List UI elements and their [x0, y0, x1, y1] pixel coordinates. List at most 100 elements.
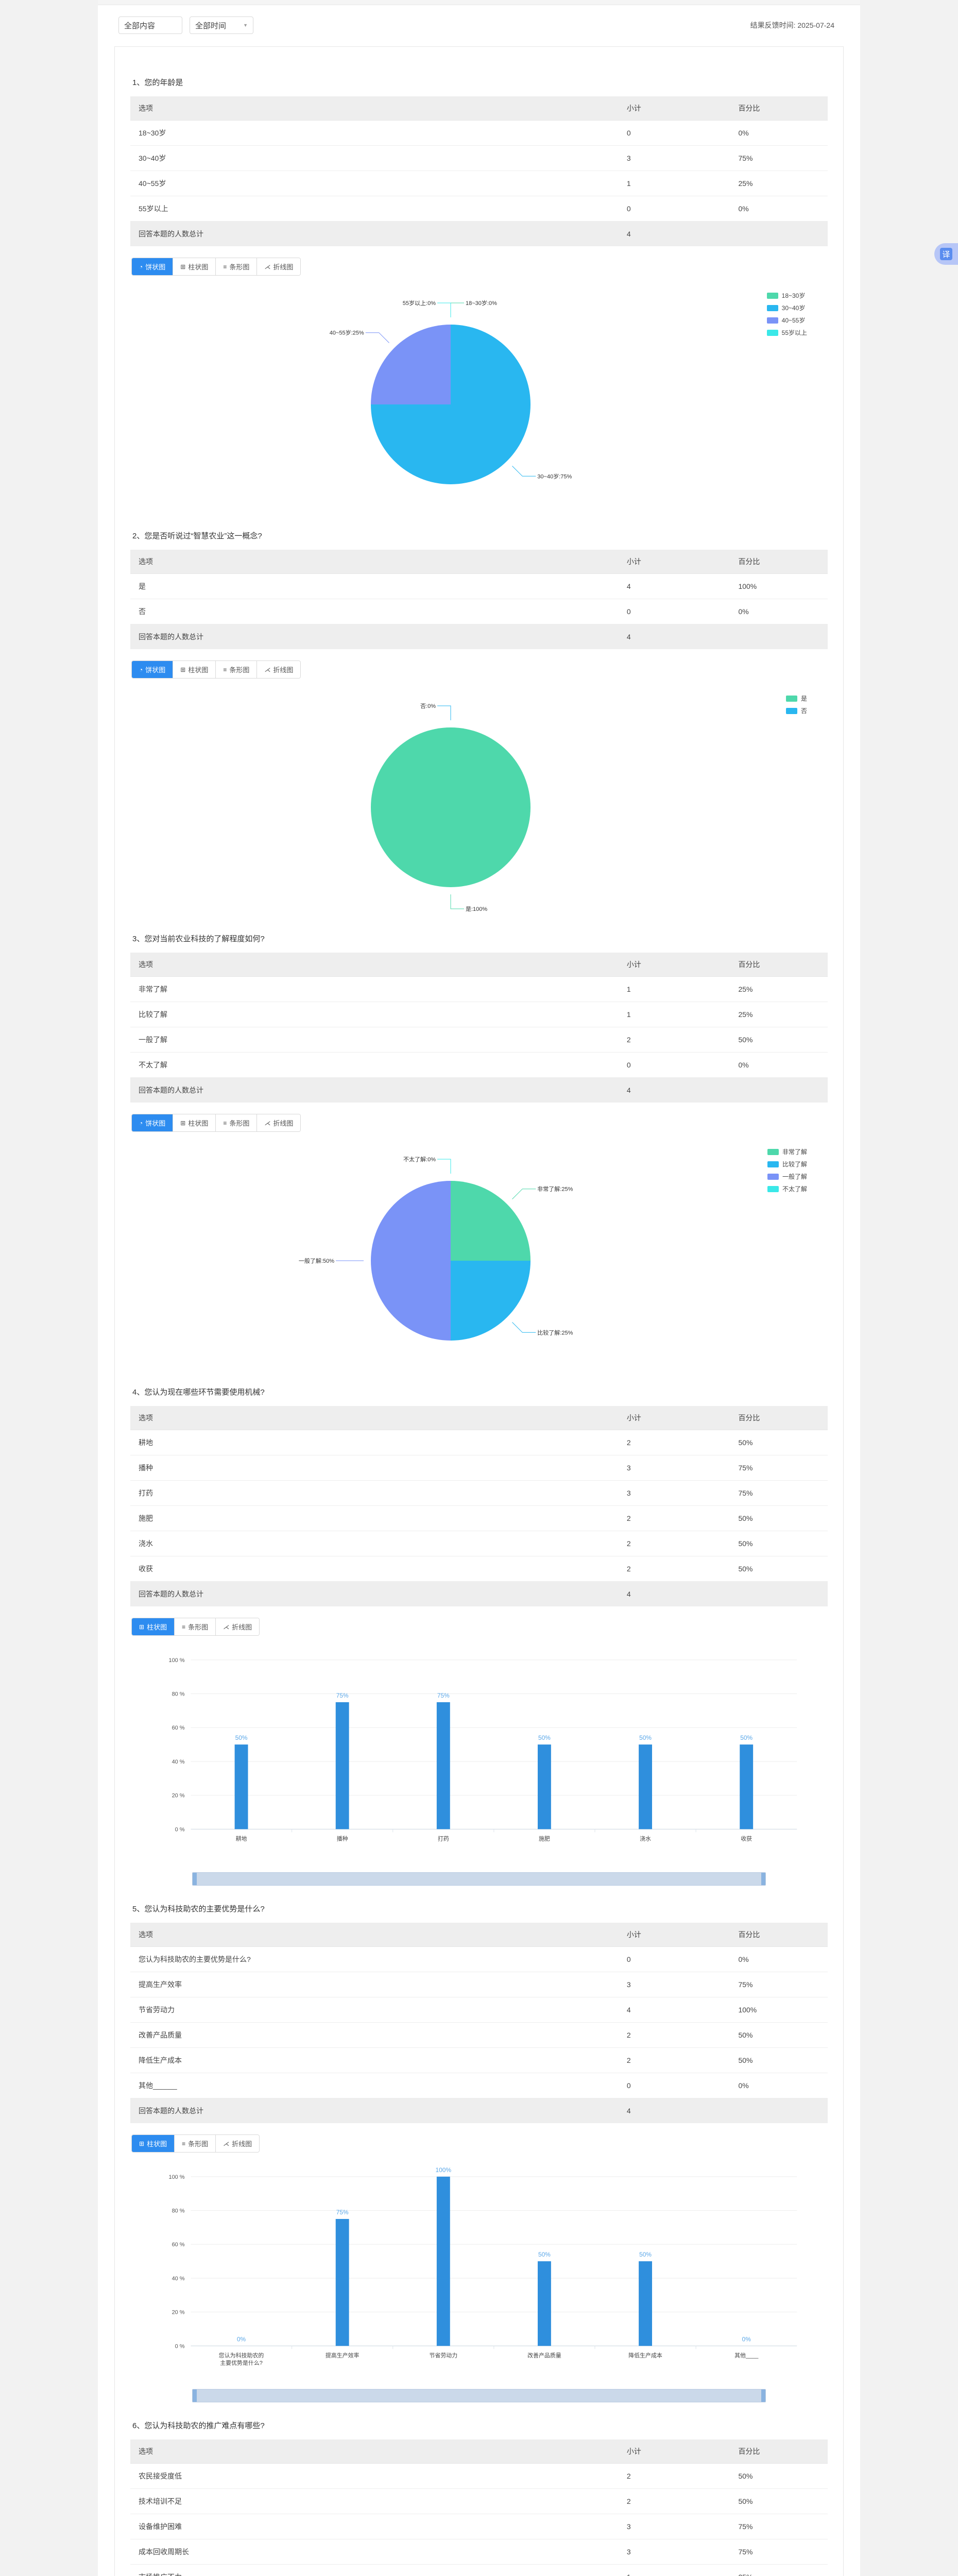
legend-item[interactable]: 30~40岁 — [766, 303, 807, 312]
bar[interactable] — [740, 1744, 754, 1829]
pie-chart-icon: ◔ — [139, 263, 143, 270]
pie-slice[interactable] — [371, 325, 451, 404]
legend-swatch — [785, 707, 797, 714]
pie-chart: 非常了解:25% 比较了解:25% 一般了解:50% 不太了解:0% 非常了解 比较了解一… — [130, 1142, 828, 1369]
top-strip — [98, 0, 860, 5]
x-axis-category-label: 收获 — [741, 1835, 752, 1842]
chart-type-tab-饼状图[interactable]: ◔ 饼状图 — [132, 661, 174, 678]
row-subtotal: 3 — [618, 2514, 730, 2539]
translate-button[interactable]: 译 — [934, 243, 958, 265]
chart-type-tab-折线图[interactable]: ⋌ 折线图 — [216, 1618, 260, 1635]
chart-type-tab-柱状图[interactable]: ⊞ 柱状图 — [173, 1114, 216, 1131]
chart-type-tab-饼状图[interactable]: ◔ 饼状图 — [132, 258, 174, 275]
chart-type-tab-条形图[interactable]: ≡ 条形图 — [216, 661, 258, 678]
column-chart-icon: ⊞ — [180, 263, 186, 270]
legend-item[interactable]: 不太了解 — [767, 1184, 807, 1193]
bar[interactable] — [335, 2218, 349, 2346]
bar-chart: 0 % 20 % 40 % 60 % 80 % 100 % 50% 耕地 75% 播种 75% 打药 5… — [130, 1646, 828, 1886]
bar[interactable] — [639, 2261, 653, 2346]
chart-type-tab-柱状图[interactable]: ⊞ 柱状图 — [132, 1618, 175, 1635]
row-option: 否 — [130, 599, 619, 624]
row-subtotal: 4 — [618, 1997, 730, 2023]
chart-type-tab-条形图[interactable]: ≡ 条形图 — [175, 2135, 216, 2152]
results-table: 选项 小计 百分比 农民接受度低 2 50% 技术培训不足 2 50% 设备维护困难 3 75% 成本回… — [130, 2439, 828, 2576]
chart-type-tab-折线图[interactable]: ⋌ 折线图 — [257, 661, 301, 678]
bar[interactable] — [436, 2176, 450, 2346]
pie-slice[interactable] — [451, 1261, 531, 1341]
chart-type-tab-条形图[interactable]: ≡ 条形图 — [216, 1114, 258, 1131]
row-subtotal: 1 — [618, 171, 730, 196]
legend-item[interactable]: 40~55岁 — [766, 316, 807, 325]
legend-item[interactable]: 55岁以上 — [766, 328, 807, 337]
column-chart-icon: ⊞ — [139, 2140, 145, 2147]
legend-item[interactable]: 比较了解 — [767, 1160, 807, 1168]
translate-icon: 译 — [940, 248, 952, 260]
legend-item[interactable]: 否 — [785, 706, 807, 715]
chart-type-tab-条形图[interactable]: ≡ 条形图 — [216, 258, 258, 275]
x-axis-category-label: 施肥 — [539, 1835, 550, 1842]
zoom-slider-handle-right[interactable] — [761, 2389, 765, 2402]
row-percent: 50% — [730, 1027, 828, 1053]
bar[interactable] — [537, 2261, 551, 2346]
table-header-subtotal: 小计 — [618, 550, 730, 574]
legend-item[interactable]: 非常了解 — [767, 1147, 807, 1156]
bar[interactable] — [234, 1744, 248, 1829]
chart-tab-label: 饼状图 — [145, 263, 166, 271]
chart-tab-label: 饼状图 — [145, 1120, 166, 1127]
chart-zoom-slider[interactable] — [192, 1872, 766, 1886]
bar[interactable] — [537, 1744, 551, 1829]
row-percent: 0% — [730, 1052, 828, 1078]
bar[interactable] — [436, 1702, 450, 1829]
row-subtotal: 0 — [618, 599, 730, 624]
y-axis-tick-label: 80 % — [172, 2208, 185, 2214]
zoom-slider-handle-left[interactable] — [193, 1873, 197, 1885]
pie-slice[interactable] — [371, 1181, 451, 1341]
zoom-slider-handle-left[interactable] — [193, 2389, 197, 2402]
bar-chart-icon: ≡ — [182, 2140, 186, 2147]
chart-type-tab-饼状图[interactable]: ◔ 饼状图 — [132, 1114, 174, 1131]
chart-zoom-slider[interactable] — [192, 2389, 766, 2402]
chart-type-tab-柱状图[interactable]: ⊞ 柱状图 — [173, 258, 216, 275]
chart-type-tab-柱状图[interactable]: ⊞ 柱状图 — [132, 2135, 175, 2152]
pie-slice[interactable] — [371, 727, 531, 887]
column-chart-icon: ⊞ — [180, 1119, 186, 1127]
bar-value-label: 75% — [336, 1692, 349, 1699]
total-label: 回答本题的人数总计 — [130, 2098, 619, 2123]
zoom-slider-fill — [193, 2389, 765, 2402]
row-percent: 25% — [730, 171, 828, 196]
bar[interactable] — [639, 1744, 653, 1829]
legend-swatch — [766, 317, 778, 324]
chart-area: 是:100% 否:0% 是否 — [130, 689, 828, 916]
pie-slice[interactable] — [451, 1181, 531, 1261]
pie-chart-icon: ◔ — [139, 1119, 143, 1127]
table-header-row: 选项 小计 百分比 — [130, 550, 828, 574]
row-percent: 75% — [730, 1455, 828, 1481]
bar-chart-icon: ≡ — [223, 263, 227, 270]
table-row: 是 4 100% — [130, 573, 828, 599]
row-option: 农民接受度低 — [130, 2463, 619, 2489]
table-row: 节省劳动力 4 100% — [130, 1997, 828, 2023]
chart-type-tab-折线图[interactable]: ⋌ 折线图 — [257, 1114, 301, 1131]
chart-type-tab-条形图[interactable]: ≡ 条形图 — [175, 1618, 216, 1635]
legend-item[interactable]: 是 — [785, 694, 807, 703]
zoom-slider-handle-right[interactable] — [761, 1873, 765, 1885]
bar-value-label: 50% — [639, 1734, 652, 1741]
legend-label: 否 — [800, 707, 807, 715]
legend-item[interactable]: 18~30岁 — [766, 291, 807, 300]
row-subtotal: 3 — [618, 1972, 730, 1997]
chart-type-tab-折线图[interactable]: ⋌ 折线图 — [257, 258, 301, 275]
total-percent — [730, 1581, 828, 1606]
content-filter-select[interactable]: 全部内容 — [118, 16, 182, 34]
results-card: 1、您的年龄是 选项 小计 百分比 18~30岁 0 0% 30~40岁 3 75% 40~55岁 1… — [114, 46, 844, 2576]
question-title: 1、您的年龄是 — [132, 78, 183, 87]
bar[interactable] — [335, 1702, 349, 1829]
row-subtotal: 2 — [618, 1556, 730, 1582]
chart-type-tab-柱状图[interactable]: ⊞ 柱状图 — [173, 661, 216, 678]
bar-chart-icon: ≡ — [223, 1119, 227, 1127]
time-filter-select[interactable]: 全部时间 ▼ — [190, 16, 253, 34]
pie-chart: 18~30岁:0% 30~40岁:75% 40~55岁:25% 55岁以上:0% 18~… — [130, 286, 828, 513]
x-axis-category-label: 主要优势是什么? — [220, 2360, 263, 2366]
legend-item[interactable]: 一般了解 — [767, 1172, 807, 1181]
chart-type-tab-折线图[interactable]: ⋌ 折线图 — [216, 2135, 260, 2152]
legend-label: 55岁以上 — [781, 329, 807, 336]
